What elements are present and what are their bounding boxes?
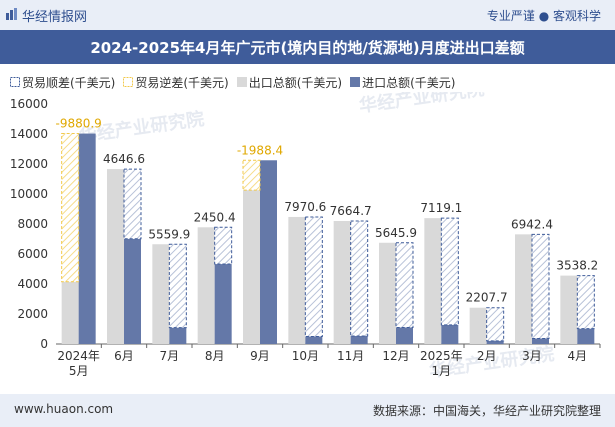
import-bar <box>350 335 368 344</box>
x-tick-label: 7月 <box>160 349 180 363</box>
bar-chart: 华经产业研究院华经产业研究院华经产业研究院0200040006000800010… <box>10 92 601 382</box>
surplus-bar <box>168 243 187 329</box>
x-tick-label: 9月 <box>250 349 270 363</box>
data-label: 7664.7 <box>330 204 372 218</box>
y-tick-label: 12000 <box>10 157 48 171</box>
import-bar <box>532 338 549 344</box>
title-bar: 2024-2025年4月年广元市(境内目的地/货源地)月度进出口差额 <box>0 30 615 64</box>
x-tick-label: 4月 <box>568 349 588 363</box>
chart-title: 2024-2025年4月年广元市(境内目的地/货源地)月度进出口差额 <box>90 39 525 57</box>
y-tick-label: 14000 <box>10 127 48 141</box>
legend-label-deficit: 贸易逆差(千美元) <box>135 75 229 90</box>
data-label: 5645.9 <box>375 226 417 240</box>
y-tick-label: 8000 <box>17 217 48 231</box>
surplus-bar <box>123 168 142 240</box>
data-label: 2450.4 <box>194 210 236 224</box>
legend-item-surplus: 贸易顺差(千美元) <box>10 74 115 91</box>
export-bar <box>197 227 215 344</box>
data-label: 4646.6 <box>103 152 145 166</box>
x-tick-label: 2025年 <box>420 349 463 363</box>
y-tick-label: 0 <box>40 337 48 351</box>
logo-icon <box>6 8 17 20</box>
x-tick-label: 10月 <box>292 349 319 363</box>
import-bar <box>214 264 232 344</box>
surplus-bar <box>304 216 323 338</box>
export-bar <box>107 169 124 344</box>
y-tick-label: 2000 <box>17 307 48 321</box>
x-tick-label: 3月 <box>522 349 542 363</box>
import-bar <box>260 160 277 344</box>
surplus-bar <box>576 275 595 330</box>
x-tick-label: 6月 <box>114 349 134 363</box>
legend-swatch-export <box>236 77 247 87</box>
data-label: 7970.6 <box>284 200 326 214</box>
surplus-bar <box>214 226 233 265</box>
deficit-bar <box>242 159 261 191</box>
import-bar <box>396 327 413 344</box>
watermark-text: 华经产业研究院 <box>358 92 486 117</box>
surplus-bar <box>350 220 369 337</box>
y-tick-label: 10000 <box>10 187 48 201</box>
x-tick-label: 2024年 <box>57 349 100 363</box>
x-tick-label: 5月 <box>69 364 89 378</box>
x-tick-label: 8月 <box>205 349 225 363</box>
deficit-bar <box>61 133 80 283</box>
import-bar <box>169 327 187 344</box>
export-bar <box>560 275 578 344</box>
export-bar <box>152 244 170 344</box>
import-bar <box>486 340 504 344</box>
legend-item-deficit: 贸易逆差(千美元) <box>123 74 229 91</box>
import-bar <box>441 324 459 344</box>
export-bar <box>424 218 442 344</box>
y-tick-label: 16000 <box>10 97 48 111</box>
legend-item-export: 出口总额(千美元) <box>236 74 343 91</box>
legend-item-import: 进口总额(千美元) <box>350 74 456 91</box>
export-bar <box>243 190 260 344</box>
legend-swatch-surplus <box>10 77 20 87</box>
import-bar <box>78 133 96 344</box>
import-bar <box>577 328 595 344</box>
surplus-bar <box>395 242 414 328</box>
export-bar <box>61 281 79 344</box>
export-bar <box>515 234 532 344</box>
export-bar <box>469 307 487 344</box>
x-tick-label: 2月 <box>477 349 497 363</box>
footer: www.huaon.com 数据来源：中国海关，华经产业研究院整理 <box>0 394 615 427</box>
data-label: -9880.9 <box>56 117 102 131</box>
data-label: 3538.2 <box>556 259 598 273</box>
data-label: 5559.9 <box>148 227 190 241</box>
tagline: 专业严谨 ● 客观科学 <box>486 9 601 23</box>
import-bar <box>305 336 323 344</box>
footer-source: 数据来源：中国海关，华经产业研究院整理 <box>372 404 601 418</box>
export-bar <box>333 221 351 344</box>
surplus-bar <box>486 307 505 342</box>
legend-label-import: 进口总额(千美元) <box>362 75 456 90</box>
legend-swatch-import <box>350 77 361 87</box>
legend: 贸易顺差(千美元) 贸易逆差(千美元) 出口总额(千美元) 进口总额(千美元) <box>10 72 456 92</box>
x-tick-label: 11月 <box>337 349 364 363</box>
surplus-bar <box>531 233 550 339</box>
data-label: 2207.7 <box>466 291 508 305</box>
surplus-bar <box>440 217 459 326</box>
import-bar <box>124 238 141 344</box>
y-tick-label: 6000 <box>17 247 48 261</box>
data-label: -1988.4 <box>237 143 283 157</box>
legend-label-surplus: 贸易顺差(千美元) <box>22 75 116 90</box>
legend-label-export: 出口总额(千美元) <box>248 75 343 90</box>
data-label: 6942.4 <box>511 217 553 231</box>
x-tick-label: 1月 <box>432 364 452 378</box>
x-tick-label: 12月 <box>382 349 409 363</box>
y-tick-label: 4000 <box>17 277 48 291</box>
top-banner: 华经情报网 专业严谨 ● 客观科学 <box>0 0 615 30</box>
footer-website: www.huaon.com <box>14 402 114 416</box>
export-bar <box>288 216 306 344</box>
brand-name: 华经情报网 <box>22 10 88 25</box>
export-bar <box>379 242 396 344</box>
data-label: 7119.1 <box>420 201 462 215</box>
legend-swatch-deficit <box>123 77 134 87</box>
